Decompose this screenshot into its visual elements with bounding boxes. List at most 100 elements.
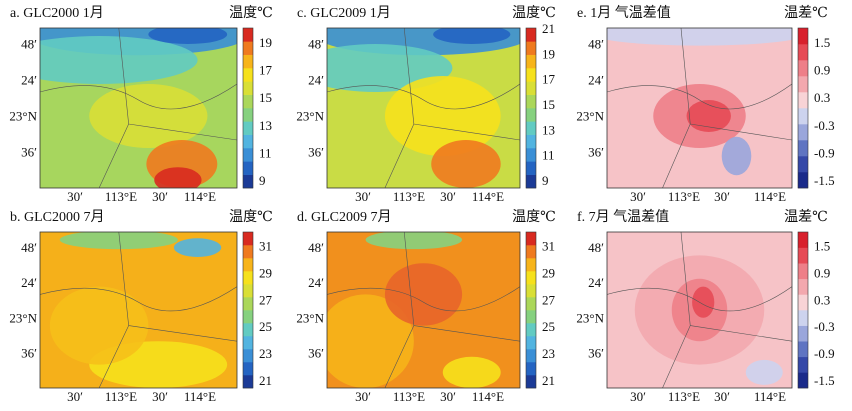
- colorbar-swatch: [526, 174, 536, 189]
- colorbar-tick-label: 21: [259, 373, 272, 388]
- x-tick-label: 30′: [67, 189, 83, 204]
- colorbar-swatch: [243, 258, 253, 272]
- map-region: [745, 359, 783, 385]
- map-image: [327, 28, 520, 188]
- map-image: [327, 232, 520, 388]
- map-region: [607, 28, 792, 46]
- colorbar-swatch: [526, 336, 536, 350]
- map-frame: [326, 231, 521, 389]
- x-tick-label: 30′: [630, 189, 646, 204]
- y-tick-label: 48′: [21, 37, 37, 52]
- colorbar-title: 温度℃: [229, 5, 273, 21]
- y-tick-label: 36′: [21, 345, 37, 360]
- colorbar-swatch: [798, 372, 808, 389]
- colorbar-title: 温度℃: [229, 209, 273, 225]
- map-region: [327, 294, 414, 388]
- colorbar-swatch: [243, 41, 253, 55]
- colorbar-tick-label: -1.5: [814, 173, 835, 188]
- y-tick-label: 36′: [308, 145, 324, 160]
- panel-title: d. GLC2009 7月: [297, 209, 392, 225]
- colorbar-swatch: [526, 28, 536, 42]
- colorbar-tick-label: 11: [259, 145, 272, 160]
- y-tick-label: 48′: [308, 240, 324, 255]
- map-panel: c. GLC2009 1月 温度℃21 19 17 15 13 11 9 30′ 113°E 30′…: [296, 5, 555, 204]
- colorbar-tick-label: 9: [259, 173, 266, 188]
- y-tick-label: 24′: [308, 73, 324, 88]
- colorbar-frame: [242, 231, 254, 389]
- x-tick-label: 114°E: [184, 389, 216, 404]
- colorbar-title: 温差℃: [784, 5, 828, 21]
- colorbar-swatch: [526, 81, 536, 95]
- colorbar-tick-label: 13: [542, 122, 555, 137]
- colorbar-swatch: [526, 94, 536, 109]
- colorbar-swatch: [798, 278, 808, 295]
- colorbar-swatch: [798, 156, 808, 173]
- y-tick-label: 48′: [308, 37, 324, 52]
- colorbar-swatch: [526, 258, 536, 272]
- colorbar-swatch: [243, 54, 253, 69]
- x-tick-label: 30′: [67, 389, 83, 404]
- map-image: [40, 28, 237, 188]
- colorbar-swatch: [243, 245, 253, 259]
- colorbar-swatch: [243, 232, 253, 246]
- map-region: [154, 167, 202, 188]
- colorbar-swatch: [243, 297, 253, 311]
- colorbar-swatch: [798, 124, 808, 141]
- colorbar-swatch: [243, 310, 253, 324]
- map-image: [607, 28, 792, 188]
- map-region: [721, 136, 752, 176]
- colorbar-frame: [797, 27, 809, 189]
- colorbar-tick-label: 23: [542, 346, 555, 361]
- boundary: [607, 232, 792, 388]
- map-region: [173, 238, 222, 257]
- x-tick-label: 113°E: [105, 389, 137, 404]
- colorbar-tick-label: 31: [542, 239, 555, 254]
- map-frame: [606, 27, 793, 189]
- colorbar-swatch: [798, 28, 808, 45]
- colorbar-swatch: [798, 294, 808, 311]
- map-frame: [39, 231, 238, 389]
- y-tick-label: 23°N: [296, 109, 324, 124]
- x-tick-label: 113°E: [393, 189, 425, 204]
- colorbar-swatch: [798, 310, 808, 326]
- colorbar-tick-label: 19: [259, 35, 272, 50]
- y-tick-label: 24′: [588, 73, 604, 88]
- colorbar-swatch: [798, 325, 808, 342]
- colorbar-swatch: [798, 341, 808, 358]
- colorbar-tick-label: 0.9: [814, 265, 830, 280]
- map-region: [692, 286, 715, 318]
- x-tick-label: 114°E: [472, 389, 504, 404]
- boundary: [607, 28, 792, 188]
- colorbar-tick-label: 19: [542, 46, 555, 61]
- colorbar-tick-label: 9: [542, 173, 549, 188]
- colorbar-swatch: [798, 44, 808, 61]
- panel-title: a. GLC2000 1月: [10, 5, 104, 21]
- colorbar-swatch: [526, 245, 536, 259]
- colorbar-tick-label: -0.3: [814, 319, 835, 334]
- colorbar-swatch: [526, 271, 536, 285]
- colorbar-frame: [797, 231, 809, 389]
- y-tick-label: 24′: [21, 73, 37, 88]
- boundary: [40, 232, 237, 388]
- x-tick-label: 30′: [152, 189, 168, 204]
- colorbar-swatch: [526, 68, 536, 82]
- colorbar-tick-label: 27: [259, 292, 273, 307]
- y-tick-label: 36′: [588, 145, 604, 160]
- colorbar-swatch: [526, 121, 536, 135]
- colorbar-swatch: [798, 140, 808, 157]
- map-region: [442, 356, 501, 388]
- map-panel: a. GLC2000 1月 温度℃ 19 17 15 13 11 9 30′ 113°E 30′ 11…: [9, 5, 273, 204]
- colorbar-swatch: [526, 284, 536, 298]
- map-region: [431, 140, 501, 188]
- colorbar-swatch: [243, 174, 253, 189]
- colorbar-swatch: [243, 108, 253, 122]
- x-tick-label: 30′: [440, 189, 456, 204]
- y-tick-label: 36′: [308, 345, 324, 360]
- colorbar-swatch: [526, 297, 536, 311]
- colorbar-swatch: [243, 68, 253, 82]
- map-region: [384, 76, 501, 156]
- x-tick-label: 30′: [630, 389, 646, 404]
- colorbar-title: 温度℃: [512, 209, 556, 225]
- colorbar-frame: [525, 27, 537, 189]
- colorbar-tick-label: 11: [542, 148, 555, 163]
